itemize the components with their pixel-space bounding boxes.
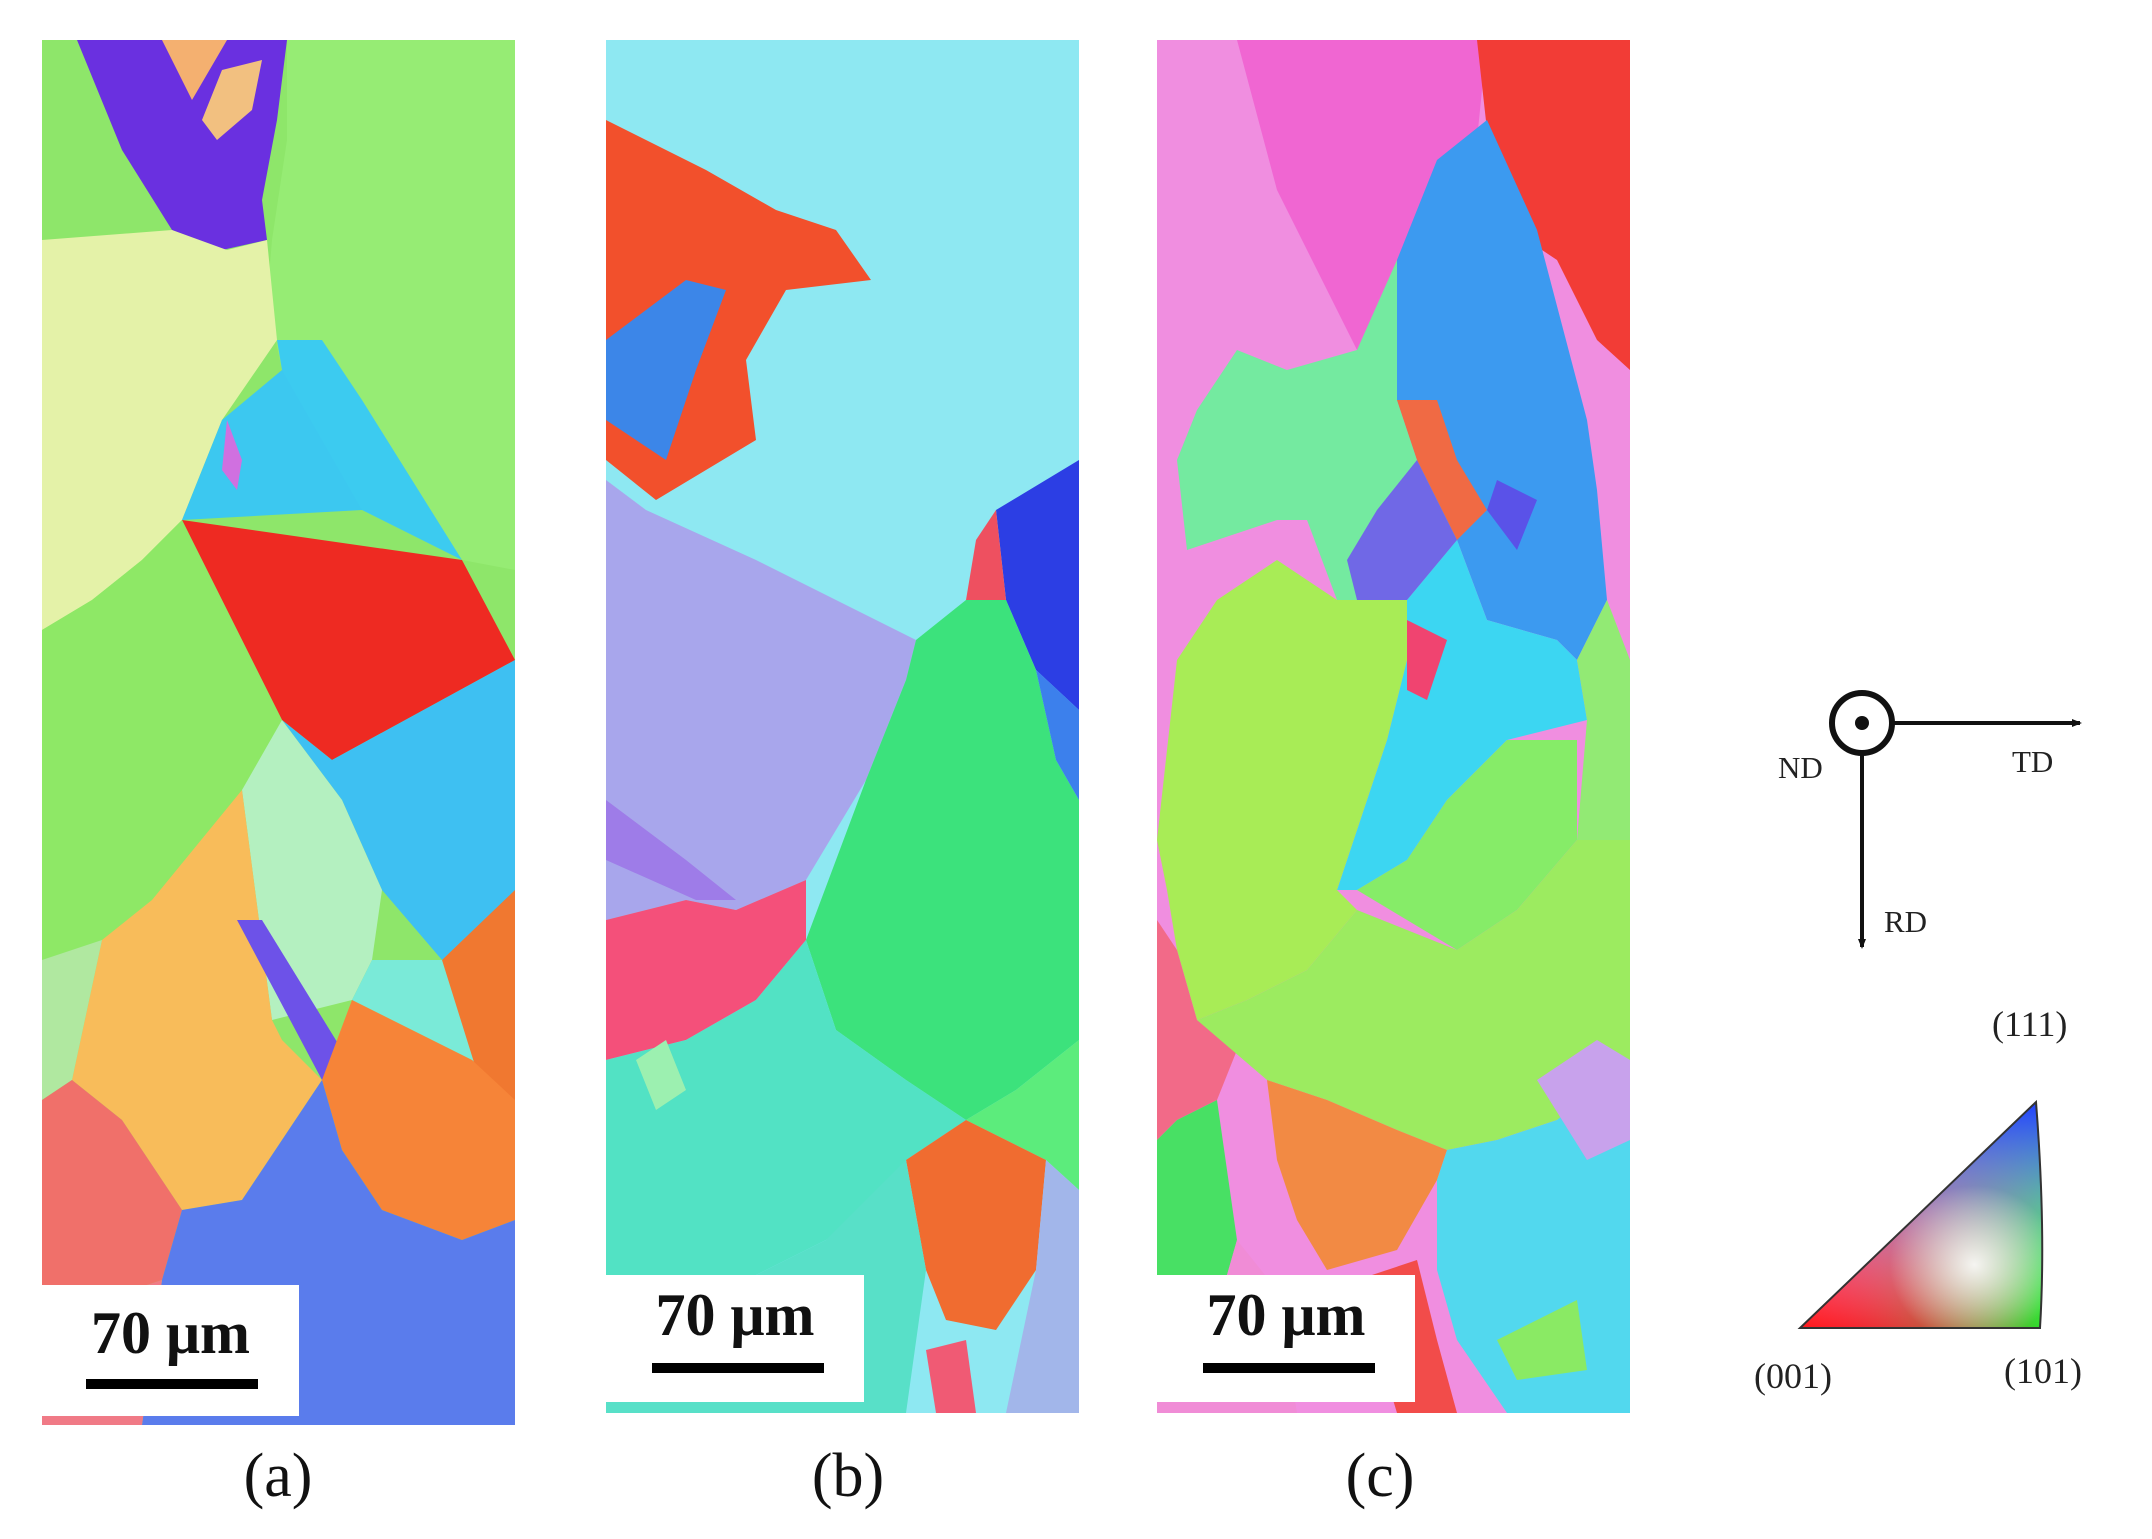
td-label: TD	[2012, 744, 2053, 779]
scale-bar-label: 70 μm	[1206, 1282, 1366, 1348]
panel-caption-b: (b)	[811, 1442, 885, 1510]
scale-bar-line	[652, 1363, 824, 1373]
scale-bar-c: 70 μm	[1157, 1275, 1415, 1402]
scale-bar-line	[86, 1379, 258, 1389]
ebsd-map-b	[606, 40, 1079, 1413]
scale-bar-label: 70 μm	[91, 1300, 250, 1366]
ipf-label-111: (111)	[1992, 1004, 2067, 1044]
nd-label: ND	[1778, 750, 1823, 785]
legend: ND TD RD (111) (001) (101)	[1740, 670, 2140, 1430]
ipf-label-001: (001)	[1754, 1356, 1832, 1396]
ebsd-map-c	[1157, 40, 1630, 1413]
rd-label: RD	[1884, 904, 1927, 939]
ipf-triangle	[1797, 1099, 2044, 1329]
ebsd-map-a	[42, 40, 515, 1425]
ipf-label-101: (101)	[2004, 1351, 2082, 1391]
scale-bar-a: 70 μm	[42, 1285, 299, 1416]
panel-caption-a: (a)	[243, 1442, 313, 1510]
legend-graphic: ND TD RD (111) (001) (101)	[1754, 690, 2082, 1396]
scale-bar-b: 70 μm	[606, 1275, 864, 1402]
nd-dot-icon	[1855, 716, 1869, 730]
panel-caption-c: (c)	[1345, 1442, 1415, 1510]
scale-bar-line	[1203, 1363, 1375, 1373]
scale-bar-label: 70 μm	[655, 1282, 815, 1348]
